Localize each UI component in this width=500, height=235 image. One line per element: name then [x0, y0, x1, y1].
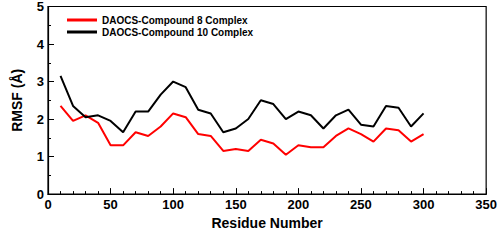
svg-text:5: 5 — [37, 0, 44, 14]
svg-text:50: 50 — [103, 197, 117, 212]
svg-text:RMSF (Å): RMSF (Å) — [9, 69, 25, 132]
svg-text:200: 200 — [288, 197, 310, 212]
svg-text:350: 350 — [475, 197, 497, 212]
svg-text:0: 0 — [37, 187, 44, 202]
svg-text:4: 4 — [37, 37, 45, 52]
svg-text:DAOCS-Compound 8 Complex: DAOCS-Compound 8 Complex — [102, 15, 248, 26]
svg-text:DAOCS-Compound 10 Complex: DAOCS-Compound 10 Complex — [102, 27, 254, 38]
svg-text:3: 3 — [37, 74, 44, 89]
svg-text:150: 150 — [225, 197, 247, 212]
svg-text:2: 2 — [37, 112, 44, 127]
svg-text:250: 250 — [350, 197, 372, 212]
svg-text:1: 1 — [37, 149, 44, 164]
svg-text:300: 300 — [413, 197, 435, 212]
svg-text:100: 100 — [162, 197, 184, 212]
svg-text:Residue Number: Residue Number — [211, 215, 323, 231]
svg-text:0: 0 — [44, 197, 51, 212]
